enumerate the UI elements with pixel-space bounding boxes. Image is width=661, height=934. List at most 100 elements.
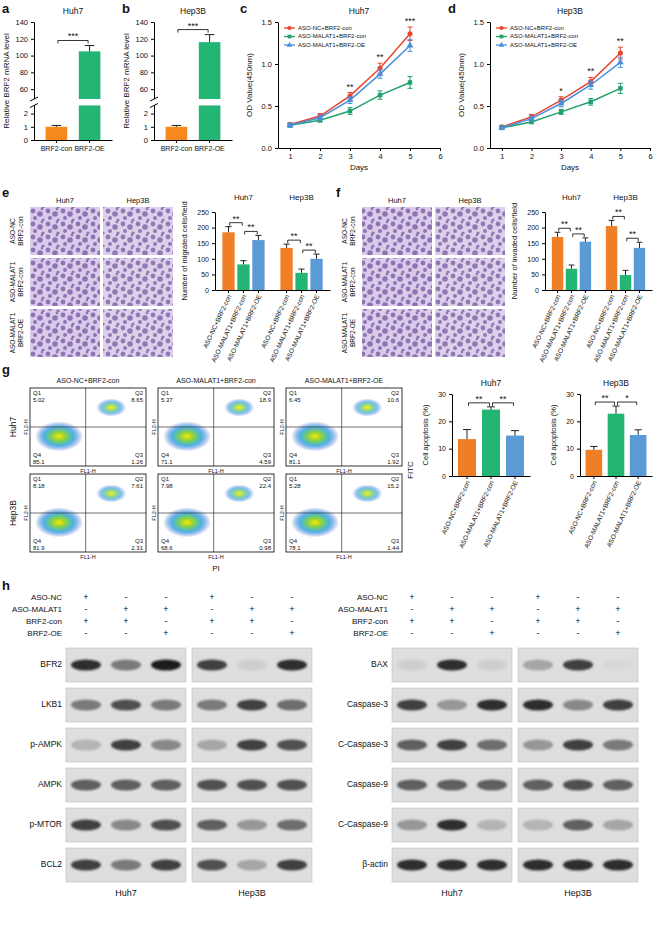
bar: [79, 51, 101, 140]
quadrant-name: Q1: [33, 476, 42, 482]
cell-label: Huh7: [441, 888, 463, 898]
treatment-sign: -: [617, 592, 620, 602]
tick-label: 80: [140, 68, 148, 77]
band: [71, 820, 101, 831]
error-cap: [623, 270, 629, 271]
quadrant-name: Q3: [391, 452, 400, 458]
point: [377, 70, 384, 76]
blot-background: [518, 688, 638, 722]
error-bar: [637, 242, 643, 248]
row-label: ASO-MALAT1: [341, 312, 348, 353]
tick-label: 1: [288, 152, 292, 161]
band: [603, 860, 633, 871]
quadrant-value: 22.4: [259, 483, 271, 489]
density-cloud: [224, 485, 254, 503]
tick-label: 140: [15, 18, 28, 27]
row-label: Hep3B: [8, 500, 18, 526]
treatment-sign: +: [83, 592, 88, 602]
treatment-sign: +: [289, 604, 294, 614]
tick: 50: [201, 271, 215, 278]
plot-axis-label: FL2-H: [279, 505, 285, 520]
group-label: Hep3B: [613, 193, 637, 202]
bar: [46, 127, 68, 140]
error-cap: [348, 92, 353, 93]
tick: ASO-MALAT1+BRF2-OE: [482, 476, 519, 548]
density-cloud: [224, 399, 254, 417]
error-cap: [618, 47, 623, 48]
tick-label: 200: [527, 224, 539, 231]
y-axis: 0126080100120140: [15, 18, 34, 145]
error-cap: [318, 120, 323, 121]
band: [563, 700, 593, 711]
chart: ASO-NC+BRF2-conASO-MALAT1+BRF2-conASO-MA…: [549, 378, 653, 549]
tick-mark: [380, 148, 381, 151]
legend-symbol: [500, 35, 504, 39]
chart-title: Hep3B: [603, 378, 629, 388]
bar: [252, 240, 264, 290]
tick-label: 2: [24, 109, 28, 118]
tick: BRF2-OE: [194, 140, 225, 152]
treatment-sign: +: [123, 616, 128, 626]
tick: 20: [438, 418, 452, 425]
blot-background: [392, 728, 512, 762]
axis-break-mark: [150, 103, 158, 107]
axis-title: OD Value(450nm): [457, 53, 466, 117]
tick-mark: [212, 259, 215, 260]
point: [498, 124, 505, 130]
tick-mark: [515, 476, 516, 479]
micrograph-tint: [362, 309, 432, 357]
band: [397, 660, 427, 671]
tick-mark: [151, 56, 154, 57]
panel-letter: a: [2, 1, 10, 16]
tick: 140: [135, 18, 154, 27]
x-axis-group: ASO-NC+BRF2-conASO-MALAT1+BRF2-conASO-MA…: [531, 290, 590, 363]
quadrant-value: 8.65: [131, 397, 143, 403]
point: [377, 66, 382, 71]
tick: BRF2-con: [161, 140, 193, 152]
band: [477, 860, 507, 871]
protein-label: LKB1: [41, 699, 62, 709]
treatment-sign: -: [577, 592, 580, 602]
plot-axis-label: FL1-H: [336, 554, 351, 560]
plot-frame: [30, 474, 146, 552]
error-cap: [348, 114, 353, 115]
tick-label: 30: [566, 391, 574, 398]
error-cap: [612, 406, 619, 407]
error-cap: [555, 232, 561, 233]
group-label: Huh7: [234, 193, 254, 202]
density-cloud: [35, 507, 83, 537]
density-cloud: [352, 399, 382, 417]
tick-mark: [487, 22, 490, 23]
error-line: [89, 45, 90, 51]
error-bar: [378, 70, 383, 78]
treatment-sign: +: [449, 604, 454, 614]
error-cap: [408, 88, 413, 89]
treatment-sign: +: [249, 616, 254, 626]
legend-label: ASO-MALAT1+BRF2-OE: [510, 42, 577, 48]
quadrant-value: 68.6: [161, 545, 173, 551]
tick: 0.5: [262, 102, 278, 111]
treatment-label: BRF2-con: [26, 617, 62, 626]
error-line: [515, 431, 516, 436]
treatment-sign: +: [489, 628, 494, 638]
tick-mark: [449, 449, 452, 450]
error-bar: [487, 407, 495, 410]
bar: [199, 42, 221, 140]
tick-label: 150: [197, 240, 209, 247]
quadrant-name: Q2: [135, 390, 144, 396]
blot-background: [66, 648, 186, 682]
tick-mark: [577, 476, 580, 477]
chart: ASO-NC+BRF2-conASO-MALAT1+BRF2-conASO-MA…: [510, 193, 653, 363]
error-bar: [529, 120, 534, 123]
tick-label: 0.5: [474, 102, 484, 111]
treatment-sign: +: [83, 616, 88, 626]
axis-title: PI: [212, 564, 220, 573]
significance: **: [561, 219, 569, 229]
tick: 200: [527, 224, 545, 231]
error-bar: [240, 261, 246, 265]
x-axis: BRF2-conBRF2-OE: [35, 140, 113, 152]
axis-line: [545, 213, 546, 291]
error-line: [301, 269, 302, 273]
tick-label: 0.0: [474, 144, 484, 153]
quadrant-value: 10.6: [387, 397, 399, 403]
